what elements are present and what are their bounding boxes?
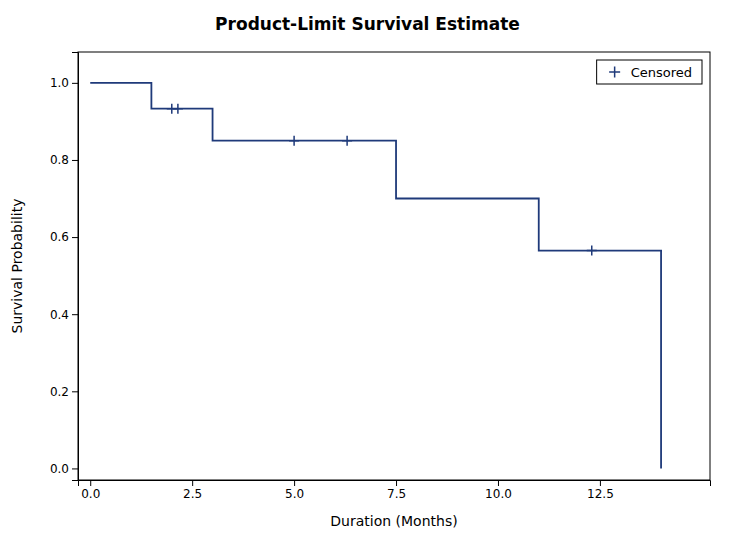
x-axis: 0.0 2.5 5.0 7.5 10.0 12.5 <box>79 480 711 501</box>
tick: 0.4 <box>50 308 78 322</box>
tick-mark <box>498 480 499 486</box>
tick: 0.2 <box>50 385 78 399</box>
axis-line <box>79 481 711 487</box>
tick-mark <box>396 480 397 486</box>
tick-label: 0.4 <box>50 308 69 322</box>
marks <box>90 83 661 469</box>
tick-mark <box>72 160 78 161</box>
tick-mark <box>72 468 78 469</box>
tick-mark <box>294 480 295 486</box>
tick-label: 12.5 <box>587 487 614 501</box>
y-axis: 0.0 0.2 0.4 0.6 0.8 1.0 <box>50 53 79 481</box>
tick: 5.0 <box>285 480 304 501</box>
legend: Censored <box>597 60 702 84</box>
tick-label: 0.8 <box>50 153 69 167</box>
legend-label: Censored <box>631 65 692 80</box>
tick: 1.0 <box>50 76 78 90</box>
tick-mark <box>192 480 193 486</box>
axis-line <box>72 53 79 481</box>
tick-mark <box>72 391 78 392</box>
tick-mark <box>600 480 601 486</box>
tick: 12.5 <box>587 480 614 501</box>
legend-box <box>597 60 702 84</box>
tick-label: 1.0 <box>50 76 69 90</box>
plot-frame <box>78 52 710 480</box>
tick: 10.0 <box>485 480 512 501</box>
tick: 0.0 <box>81 480 100 501</box>
survival-line <box>90 83 661 469</box>
tick-mark <box>72 237 78 238</box>
tick-mark <box>90 480 91 486</box>
tick-label: 2.5 <box>183 487 202 501</box>
chart: 0.0 2.5 5.0 7.5 10.0 12.5 0.0 0.2 0.4 0.6 0.8 1.0 Ce… <box>0 0 735 542</box>
censored-mark <box>587 246 597 256</box>
title: Product-Limit Survival Estimate <box>215 14 520 34</box>
tick-label: 7.5 <box>387 487 406 501</box>
tick-label: 0.2 <box>50 385 69 399</box>
tick: 0.8 <box>50 153 78 167</box>
tick-label: 5.0 <box>285 487 304 501</box>
tick-label: 0.6 <box>50 230 69 244</box>
censored-mark <box>173 104 183 114</box>
points <box>167 104 597 256</box>
tick-mark <box>72 314 78 315</box>
y-axis-title: Survival Probability <box>9 199 25 334</box>
plot-area: 0.0 2.5 5.0 7.5 10.0 12.5 0.0 0.2 0.4 0.6 0.8 1.0 Ce… <box>50 52 711 501</box>
legend-symbol <box>609 67 620 78</box>
tick-label: 0.0 <box>50 462 69 476</box>
censored-mark <box>289 136 299 146</box>
censored-mark <box>342 136 352 146</box>
tick-label: 10.0 <box>485 487 512 501</box>
tick: 0.0 <box>50 462 78 476</box>
tick: 0.6 <box>50 230 78 244</box>
tick-label: 0.0 <box>81 487 100 501</box>
tick: 7.5 <box>387 480 406 501</box>
tick: 2.5 <box>183 480 202 501</box>
tick-mark <box>72 83 78 84</box>
x-axis-title: Duration (Months) <box>330 513 457 529</box>
